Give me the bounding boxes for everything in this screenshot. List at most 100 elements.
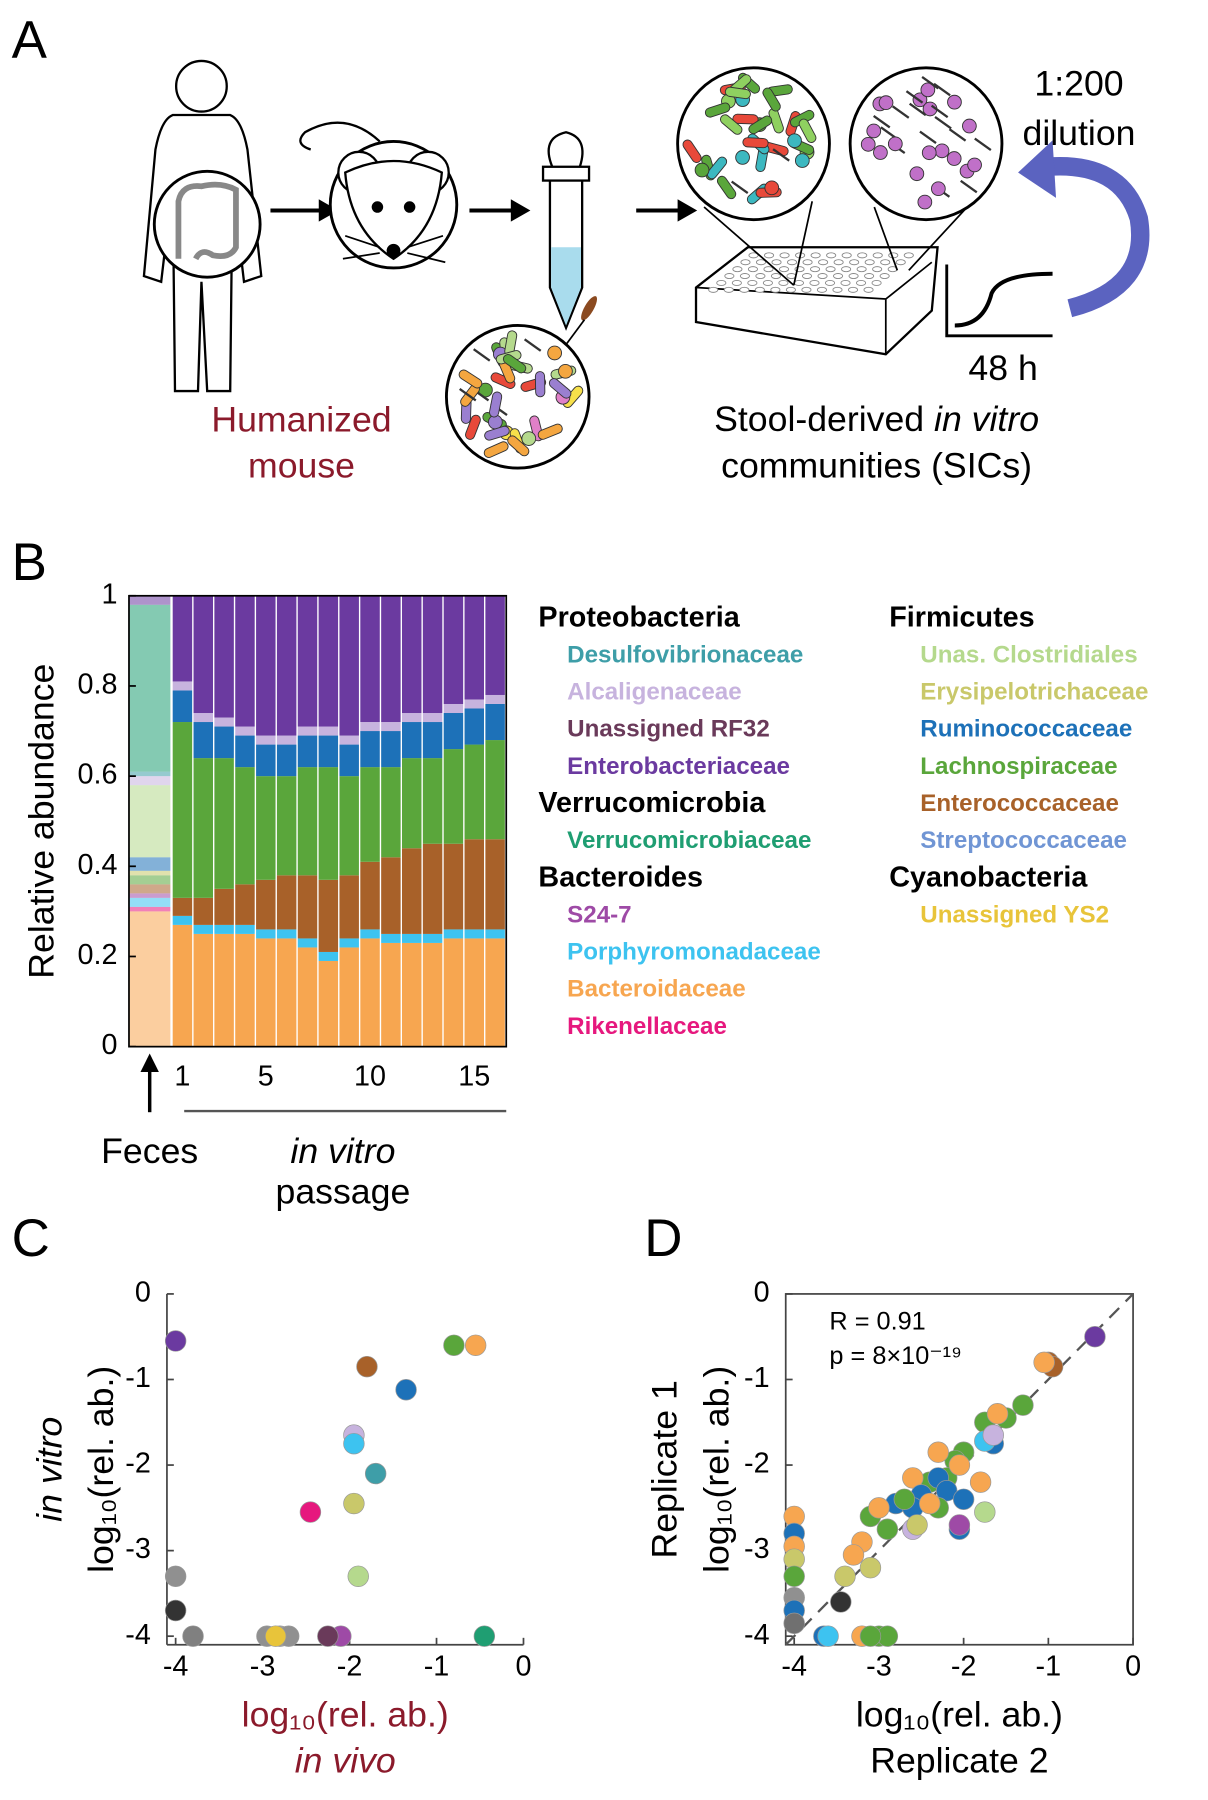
point <box>842 1544 865 1566</box>
legend-group: Verrucomicrobia <box>538 787 766 819</box>
bacterium <box>967 157 982 173</box>
bar-segment <box>214 888 234 925</box>
bar-segment <box>256 735 276 745</box>
bar-segment <box>464 938 485 1047</box>
y-tick-label: -3 <box>125 1533 151 1565</box>
bar-segment <box>485 703 505 741</box>
arrow-head <box>677 199 698 222</box>
x-tick-label: -4 <box>163 1650 189 1682</box>
well <box>879 273 890 280</box>
point <box>830 1591 852 1613</box>
bar-segment <box>381 857 401 934</box>
bar-segment <box>339 595 359 736</box>
point <box>948 1514 971 1536</box>
legend-entry: Unassigned RF32 <box>567 716 770 743</box>
bar-segment <box>256 744 276 777</box>
point <box>783 1565 805 1587</box>
bacterium <box>465 414 481 440</box>
bar-segment <box>443 595 464 704</box>
bar-segment <box>297 726 318 736</box>
bar-segment <box>235 726 255 736</box>
well <box>771 259 782 266</box>
y-tick-label: -4 <box>744 1619 770 1651</box>
bar-segment <box>402 713 422 723</box>
bar-segment <box>128 911 171 1047</box>
bar-segment <box>443 703 464 714</box>
mouse-nose <box>386 243 401 258</box>
bacterium <box>732 113 759 125</box>
bar-segment <box>193 722 214 759</box>
x-tick-label: -1 <box>1036 1650 1062 1682</box>
point <box>1033 1351 1055 1374</box>
bar-segment <box>318 726 339 736</box>
bacterium <box>724 86 751 100</box>
well <box>817 273 828 280</box>
point <box>948 1454 971 1476</box>
bacterium <box>908 102 927 117</box>
well <box>809 279 820 286</box>
bar-segment <box>381 731 401 768</box>
well <box>826 252 837 259</box>
bacterium <box>484 425 510 441</box>
bar-segment <box>381 722 401 732</box>
bacterium <box>921 76 939 90</box>
well <box>778 266 790 273</box>
arrow-head <box>318 199 339 222</box>
well <box>849 259 860 266</box>
bacterium <box>764 180 780 196</box>
bar-segment <box>485 740 505 840</box>
well <box>809 266 821 273</box>
bacterium <box>948 128 967 142</box>
y-axis-label: Relative abundance <box>21 664 61 979</box>
bacterium <box>772 148 790 162</box>
legend-entry: Verrucomicrobiaceae <box>567 827 811 854</box>
bar-segment <box>172 595 193 682</box>
bar-segment <box>360 731 380 768</box>
bar-segment <box>193 924 214 934</box>
well <box>816 286 828 293</box>
bacterium <box>742 137 769 149</box>
person-head <box>174 59 228 113</box>
well <box>824 279 836 286</box>
bacterium <box>762 87 781 112</box>
point <box>182 1625 204 1647</box>
y-axis-label: log₁₀(rel. ab.) <box>696 1366 736 1573</box>
bacterium <box>558 363 573 379</box>
bacterium <box>930 181 946 197</box>
x-tick-label: 0 <box>515 1650 531 1682</box>
legend-entry: Unassigned YS2 <box>920 901 1109 928</box>
bar-segment <box>485 938 505 1047</box>
bacterium <box>917 194 933 210</box>
legend-entry: Erysipelotrichaceae <box>920 678 1148 705</box>
x-tick-label: -3 <box>866 1650 892 1682</box>
bar-segment <box>172 690 193 723</box>
dilution-label: 1:200 <box>1034 64 1123 104</box>
bar-segment <box>360 595 380 723</box>
bar-segment <box>235 884 255 925</box>
well <box>832 286 843 293</box>
feces-arrow-head <box>140 1053 159 1072</box>
bar-segment <box>339 735 359 745</box>
plot-frame <box>128 594 508 1048</box>
x-tick-label: 1 <box>174 1060 190 1092</box>
bar-segment <box>339 875 359 939</box>
point <box>906 1514 928 1536</box>
point <box>876 1518 899 1540</box>
bacterium <box>866 123 882 139</box>
bar-segment <box>276 929 297 939</box>
annotation: p = 8×10⁻¹⁹ <box>829 1342 962 1370</box>
sic-label: communities (SICs) <box>721 446 1032 486</box>
x-tick-label: -2 <box>951 1650 977 1682</box>
bar-segment <box>276 875 297 930</box>
bar-segment <box>128 897 171 907</box>
bar-segment <box>256 776 276 880</box>
point <box>783 1612 805 1635</box>
point <box>952 1488 975 1510</box>
x-tick-label: Feces <box>101 1131 198 1171</box>
bar-segment <box>402 595 422 714</box>
bar-segment <box>464 929 485 939</box>
bar-segment <box>256 929 276 939</box>
bar-segment <box>128 785 171 858</box>
bacterium <box>921 145 937 161</box>
